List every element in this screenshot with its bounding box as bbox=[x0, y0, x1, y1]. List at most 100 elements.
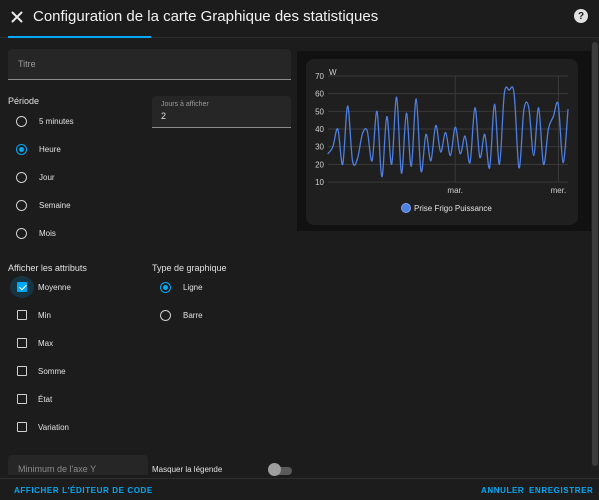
data-point bbox=[396, 96, 398, 98]
data-point bbox=[498, 163, 500, 165]
checkbox[interactable] bbox=[17, 394, 27, 404]
option-label: Variation bbox=[38, 422, 69, 432]
attribute-option-1[interactable]: Min bbox=[17, 310, 51, 320]
radio-button[interactable] bbox=[160, 310, 171, 321]
attributes-label: Afficher les attributs bbox=[8, 263, 87, 273]
radio-button[interactable] bbox=[16, 228, 27, 239]
data-point bbox=[410, 165, 412, 167]
x-tick-label: mar. bbox=[447, 186, 463, 195]
data-point bbox=[513, 93, 515, 95]
legend-label: Prise Frigo Puissance bbox=[414, 203, 492, 213]
option-label: Jour bbox=[39, 173, 55, 182]
statistics-chart: 70 60 50 40 30 20 10 mar. mer. W bbox=[315, 68, 569, 195]
scrollbar-thumb[interactable] bbox=[592, 42, 598, 466]
hide-legend-label: Masquer la légende bbox=[152, 465, 223, 474]
data-point bbox=[449, 154, 451, 157]
radio-button[interactable] bbox=[16, 172, 27, 183]
option-label: Somme bbox=[38, 366, 66, 376]
data-point bbox=[425, 133, 427, 135]
checkbox[interactable] bbox=[17, 310, 27, 320]
attribute-option-3[interactable]: Somme bbox=[17, 366, 66, 376]
data-point bbox=[479, 156, 481, 158]
header-divider bbox=[0, 37, 599, 38]
data-point bbox=[391, 163, 393, 165]
y-tick-label: 20 bbox=[315, 160, 324, 169]
data-point bbox=[523, 109, 525, 111]
days-value: 2 bbox=[161, 111, 167, 121]
period-option-4[interactable]: Mois bbox=[16, 228, 56, 239]
y-axis-unit-label: W bbox=[329, 68, 337, 77]
legend-swatch bbox=[401, 203, 411, 213]
data-point bbox=[464, 135, 466, 137]
checkbox[interactable] bbox=[17, 422, 27, 432]
attribute-option-2[interactable]: Max bbox=[17, 338, 53, 348]
data-point bbox=[562, 162, 564, 164]
data-point bbox=[361, 133, 363, 135]
option-label: Moyenne bbox=[38, 282, 71, 292]
chart-type-option-1[interactable]: Barre bbox=[160, 310, 203, 321]
hide-legend-toggle-knob[interactable] bbox=[268, 463, 281, 476]
data-point bbox=[332, 146, 334, 148]
days-label: Jours à afficher bbox=[161, 101, 209, 108]
hide-legend-toggle[interactable] bbox=[272, 467, 292, 475]
option-label: 5 minutes bbox=[39, 117, 74, 126]
chart-type-option-0[interactable]: Ligne bbox=[160, 282, 203, 293]
show-code-editor-button[interactable]: AFFICHER L'ÉDITEUR DE CODE bbox=[14, 486, 153, 495]
radio-button[interactable] bbox=[16, 116, 27, 127]
dialog-footer bbox=[0, 478, 599, 500]
close-icon[interactable] bbox=[8, 8, 26, 26]
y-tick-label: 40 bbox=[315, 125, 324, 134]
data-point bbox=[518, 167, 520, 169]
help-icon[interactable]: ? bbox=[574, 9, 588, 23]
dialog-header: Configuration de la carte Graphique des … bbox=[0, 0, 599, 34]
data-point bbox=[347, 105, 349, 107]
checkbox[interactable] bbox=[17, 366, 27, 376]
attribute-option-4[interactable]: État bbox=[17, 394, 52, 404]
y-tick-label: 70 bbox=[315, 72, 324, 81]
cancel-button[interactable]: ANNULER bbox=[481, 486, 525, 495]
series-line bbox=[327, 86, 569, 178]
radio-button[interactable] bbox=[16, 200, 27, 211]
checkbox[interactable] bbox=[17, 282, 27, 292]
period-option-1[interactable]: Heure bbox=[16, 144, 61, 155]
data-point bbox=[493, 103, 496, 105]
data-point bbox=[356, 158, 358, 160]
data-point bbox=[366, 130, 368, 132]
data-point bbox=[381, 176, 383, 178]
attribute-option-0[interactable]: Moyenne bbox=[17, 282, 71, 292]
y-tick-label: 30 bbox=[315, 143, 324, 152]
data-point bbox=[454, 126, 456, 128]
option-label: État bbox=[38, 394, 53, 404]
save-button[interactable]: ENREGISTRER bbox=[529, 486, 594, 495]
data-point bbox=[557, 103, 559, 105]
data-point bbox=[542, 163, 545, 165]
option-label: Heure bbox=[39, 145, 61, 154]
data-point bbox=[503, 93, 505, 95]
option-label: Mois bbox=[39, 229, 56, 238]
period-label: Période bbox=[8, 96, 40, 106]
period-option-3[interactable]: Semaine bbox=[16, 200, 71, 211]
data-point bbox=[474, 107, 476, 109]
tab-indicator bbox=[8, 36, 151, 38]
data-point bbox=[484, 133, 486, 135]
data-point bbox=[445, 131, 447, 134]
title-input[interactable]: Titre bbox=[8, 49, 291, 80]
data-point bbox=[528, 107, 530, 109]
option-label: Min bbox=[38, 310, 51, 320]
y-axis-min-input[interactable]: Minimum de l'axe Y bbox=[8, 455, 148, 475]
attribute-option-5[interactable]: Variation bbox=[17, 422, 69, 432]
radio-button[interactable] bbox=[16, 144, 27, 155]
data-point bbox=[538, 107, 540, 109]
chart-legend[interactable]: Prise Frigo Puissance bbox=[401, 203, 492, 213]
data-point bbox=[420, 170, 422, 172]
period-option-2[interactable]: Jour bbox=[16, 172, 55, 183]
option-label: Max bbox=[38, 338, 54, 348]
days-to-show-input[interactable]: Jours à afficher 2 bbox=[152, 96, 291, 128]
data-point bbox=[351, 160, 354, 162]
radio-button[interactable] bbox=[160, 282, 171, 293]
checkbox[interactable] bbox=[17, 338, 27, 348]
option-label: Semaine bbox=[39, 201, 71, 210]
title-placeholder: Titre bbox=[18, 59, 36, 69]
period-option-0[interactable]: 5 minutes bbox=[16, 116, 74, 127]
data-point bbox=[469, 162, 471, 164]
